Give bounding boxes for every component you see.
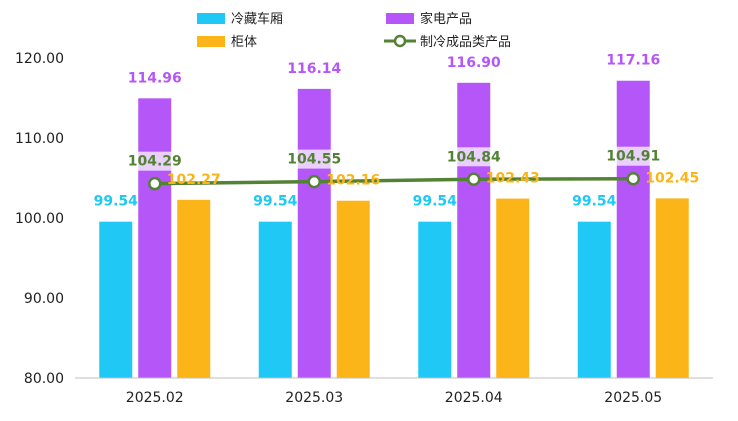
bar	[418, 221, 452, 378]
y-tick-label: 120.00	[15, 51, 64, 67]
legend-label-cabinet: 柜体	[231, 35, 257, 50]
data-label-background	[127, 151, 182, 171]
legend-swatch-cabinet	[197, 36, 225, 47]
series-line	[154, 176, 634, 186]
data-label: 104.91	[606, 149, 660, 165]
x-axis: 2025.02 2025.03 2025.04 2025.05	[126, 390, 662, 406]
line-point	[307, 174, 321, 189]
legend-swatch-refrigeration-products-marker	[393, 34, 407, 48]
legend-label-home-appliances: 家电产品	[420, 11, 472, 27]
data-label: 102.27	[167, 172, 221, 188]
data-label: 116.90	[447, 55, 501, 71]
y-tick-label: 80.00	[24, 371, 64, 387]
data-label: 104.55	[287, 152, 341, 168]
y-tick-label: 100.00	[15, 211, 64, 227]
line-point	[467, 172, 481, 187]
legend-swatch-home-appliances	[386, 13, 414, 24]
data-label: 99.54	[253, 194, 298, 210]
y-axis: 80.00 90.00 100.00 110.00 120.00	[15, 51, 64, 387]
bar	[577, 221, 611, 378]
bars	[99, 80, 689, 379]
data-labels: 99.54 114.96 102.27 104.29 99.54 116.14 102.16…	[94, 53, 700, 210]
data-label: 99.54	[413, 194, 458, 210]
bar	[99, 221, 133, 378]
data-label: 117.16	[606, 53, 660, 69]
data-label: 102.16	[326, 173, 380, 189]
x-tick-label: 2025.03	[285, 390, 343, 406]
bar	[616, 80, 650, 378]
line-point	[148, 176, 162, 191]
y-tick-label: 90.00	[24, 291, 64, 307]
data-label: 104.29	[128, 154, 182, 170]
data-label: 102.45	[645, 170, 699, 186]
bar	[138, 98, 172, 378]
data-label: 114.96	[128, 70, 182, 86]
legend-label-refrigerated-compartment: 冷藏车厢	[231, 11, 283, 27]
bar	[297, 88, 331, 378]
bar	[258, 221, 292, 378]
data-label-background	[606, 146, 661, 166]
legend-label-refrigeration-products: 制冷成品类产品	[420, 35, 511, 50]
line-point	[626, 171, 640, 186]
line-series	[148, 171, 640, 191]
bar	[496, 198, 530, 378]
data-label: 104.84	[447, 149, 501, 165]
data-label: 99.54	[572, 194, 617, 210]
y-tick-label: 110.00	[15, 131, 64, 147]
x-tick-label: 2025.02	[126, 390, 184, 406]
legend: 冷藏车厢 家电产品 柜体 制冷成品类产品	[197, 11, 511, 50]
legend-swatch-refrigerated-compartment	[197, 13, 225, 24]
bar	[457, 82, 491, 379]
data-label: 116.14	[287, 61, 341, 77]
bar	[177, 199, 211, 378]
data-label-background	[287, 149, 342, 169]
bar	[336, 200, 370, 378]
data-label: 102.43	[486, 171, 540, 187]
x-tick-label: 2025.04	[445, 390, 503, 406]
x-tick-label: 2025.05	[604, 390, 662, 406]
data-label: 99.54	[94, 194, 139, 210]
bar	[655, 198, 689, 378]
data-label-background	[446, 147, 501, 167]
